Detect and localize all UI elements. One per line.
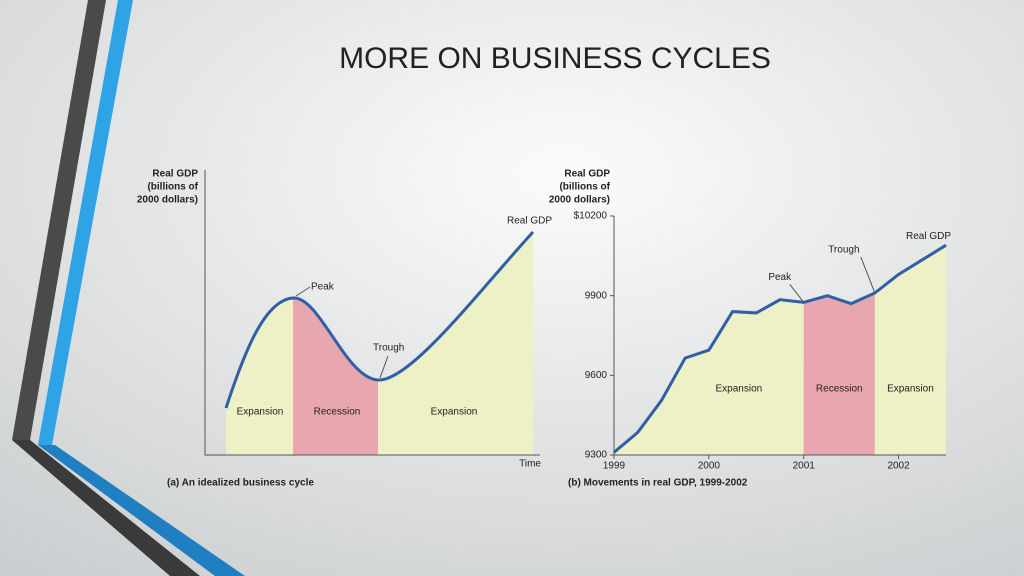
x-tick-label: 2001 — [793, 461, 816, 472]
expansion-area — [378, 232, 533, 455]
axes — [204, 170, 540, 456]
data-line — [613, 243, 947, 454]
region-label: Recession — [816, 384, 863, 395]
y-label: (billions of — [559, 182, 610, 193]
caption: (b) Movements in real GDP, 1999-2002 — [568, 478, 748, 489]
expansion-area — [614, 299, 804, 455]
x-tick-label: 2002 — [887, 461, 910, 472]
x-label: Time — [519, 459, 541, 470]
y-label: 2000 dollars) — [549, 195, 610, 206]
region-label: Expansion — [716, 384, 763, 395]
annotation: Trough — [373, 343, 404, 354]
region-label: Expansion — [887, 384, 934, 395]
chart-b: Real GDP (billions of 2000 dollars) (b) … — [549, 169, 952, 489]
caption: (a) An idealized business cycle — [167, 478, 314, 489]
region-label: Expansion — [237, 407, 284, 418]
x-tick-label: 2000 — [698, 461, 721, 472]
leader — [789, 283, 805, 303]
annotation: Real GDP — [507, 216, 552, 227]
annotation: Trough — [828, 245, 859, 256]
stripe — [38, 0, 133, 445]
annotation: Peak — [768, 272, 792, 283]
slide-title: MORE ON BUSINESS CYCLES — [339, 42, 771, 75]
recession-area — [803, 293, 875, 455]
x-tick-label: 1999 — [603, 461, 626, 472]
chart-a: Real GDP (billions of 2000 dollars) Time… — [137, 169, 553, 489]
annotation: Peak — [311, 282, 335, 293]
y-label: Real GDP — [564, 169, 610, 180]
expansion-area — [226, 298, 293, 455]
region-label: Recession — [314, 407, 361, 418]
expansion-area — [874, 245, 946, 455]
y-tick-label: 9900 — [585, 290, 608, 301]
y-tick-label: 9600 — [585, 370, 608, 381]
curve — [224, 230, 535, 409]
stripe — [38, 445, 245, 576]
leader — [379, 355, 389, 379]
region-label: Expansion — [431, 407, 478, 418]
y-label: Real GDP — [152, 169, 198, 180]
series-label: Real GDP — [906, 231, 951, 242]
leader — [295, 286, 311, 297]
y-label: (billions of — [147, 182, 198, 193]
stripe — [12, 440, 200, 576]
y-tick-label: $10200 — [574, 211, 608, 222]
y-tick-label: 9300 — [585, 450, 608, 461]
recession-area — [293, 297, 378, 455]
leader — [860, 256, 876, 294]
y-label: 2000 dollars) — [137, 195, 198, 206]
stripe — [12, 0, 106, 440]
